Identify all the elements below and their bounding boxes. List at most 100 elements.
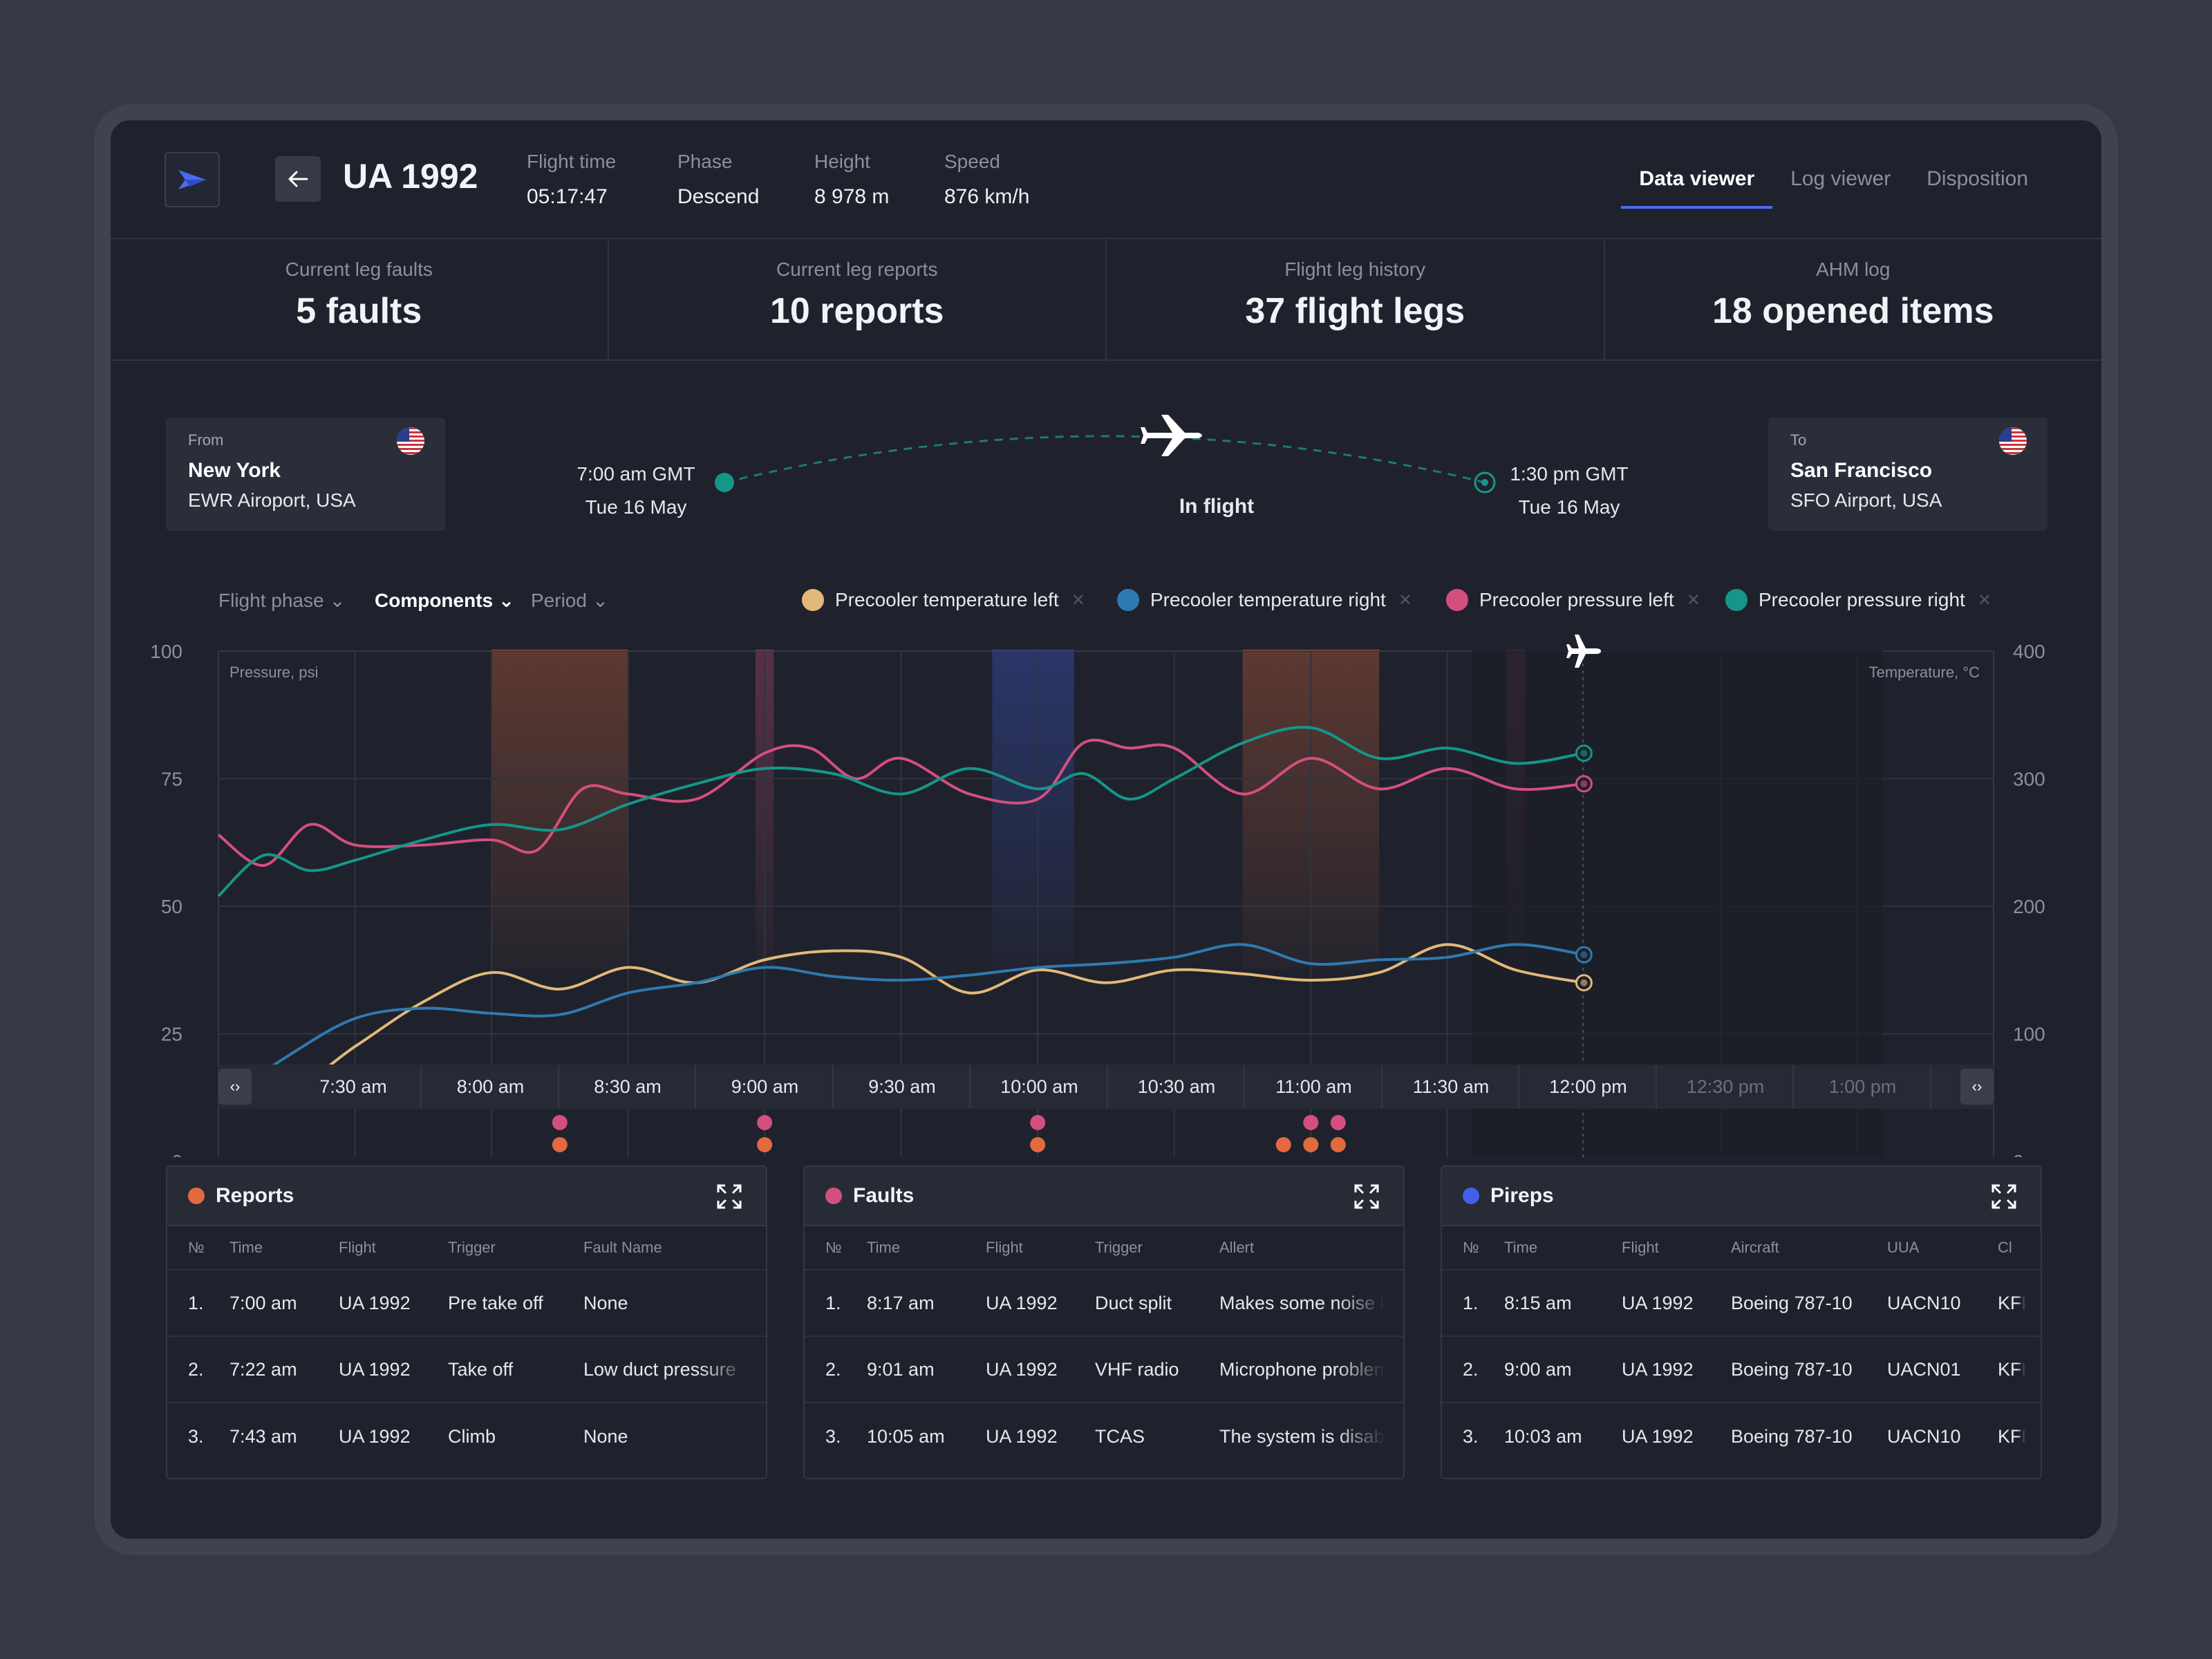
- flight-title: UA 1992: [343, 157, 478, 196]
- expand-icon[interactable]: [716, 1183, 742, 1210]
- event-marker-reports[interactable]: [1030, 1137, 1046, 1152]
- event-marker-reports[interactable]: [552, 1137, 568, 1152]
- event-marker-faults[interactable]: [552, 1115, 568, 1130]
- table-cell: 10:03 am: [1504, 1425, 1582, 1447]
- event-marker-reports[interactable]: [1275, 1137, 1291, 1152]
- table-row[interactable]: 2. 9:01 am UA 1992 VHF radio Microphone prob…: [805, 1337, 1403, 1403]
- y-axis-ticks: 100 75 50 25 0 400 300 200 100 0: [150, 641, 2045, 1157]
- table-cell: KFL: [1998, 1292, 2025, 1313]
- table-row[interactable]: 3. 10:05 am UA 1992 TCAS The system is disab…: [805, 1403, 1403, 1470]
- timeline-tick[interactable]: 8:00 am: [424, 1065, 559, 1109]
- event-marker-faults[interactable]: [757, 1115, 773, 1130]
- table-cell: UA 1992: [339, 1292, 411, 1313]
- series-endpoint-core: [1580, 780, 1588, 787]
- view-tabs: Data viewer Log viewer Disposition: [1621, 155, 2046, 209]
- table-cell: UA 1992: [986, 1358, 1058, 1380]
- filter-flight-phase[interactable]: Flight phase ⌄: [218, 589, 346, 612]
- column-header: UUA: [1887, 1239, 1920, 1256]
- series-line: [217, 738, 1584, 867]
- highlight-band: [992, 651, 1074, 969]
- tab-log-viewer[interactable]: Log viewer: [1790, 167, 1891, 190]
- table-cell: Low duct pressure: [583, 1358, 736, 1380]
- summary-ahm-log[interactable]: AHM log 18 opened items: [1605, 241, 2102, 359]
- table-cell: 7:00 am: [229, 1292, 297, 1313]
- table-cell: Climb: [448, 1425, 496, 1447]
- y-left-axis-title: Pressure, psi: [229, 664, 318, 681]
- timeline-tick[interactable]: 11:30 am: [1384, 1065, 1519, 1109]
- table-cell: UACN01: [1887, 1358, 1961, 1380]
- stat-speed: Speed 876 km/h: [944, 151, 1029, 209]
- panel-header: Pireps: [1442, 1167, 2041, 1226]
- filter-period[interactable]: Period ⌄: [531, 589, 608, 612]
- table-cell: UA 1992: [1622, 1292, 1694, 1313]
- destination-label: To: [1790, 431, 1807, 449]
- stat-value: 876 km/h: [944, 185, 1030, 208]
- sensor-chart[interactable]: Pressure, psi Temperature, °C 100 75 50 25 0…: [111, 120, 2101, 1157]
- origin-card: From New York EWR Airoport, USA: [166, 418, 445, 531]
- timeline-tick[interactable]: 1:00 pm: [1796, 1065, 1931, 1109]
- chevron-down-icon: ⌄: [329, 590, 346, 611]
- chevron-down-icon: ⌄: [498, 590, 515, 611]
- table-cell: Boeing 787-10: [1731, 1358, 1853, 1380]
- table-row[interactable]: 3. 10:03 am UA 1992 Boeing 787-10 UACN10 KFL: [1442, 1403, 2041, 1470]
- event-marker-reports[interactable]: [757, 1137, 773, 1152]
- table-row[interactable]: 2. 7:22 am UA 1992 Take off Low duct pressur…: [167, 1337, 766, 1403]
- table-cell: UA 1992: [1622, 1425, 1694, 1447]
- timeline-tick[interactable]: 12:30 pm: [1658, 1065, 1794, 1109]
- scroll-right-button[interactable]: ‹›: [1960, 1069, 1994, 1105]
- table-cell: 3.: [188, 1425, 204, 1447]
- timeline-tick[interactable]: 10:00 am: [973, 1065, 1108, 1109]
- timeline-tick[interactable]: 7:30 am: [286, 1065, 422, 1109]
- tab-disposition[interactable]: Disposition: [1927, 167, 2028, 190]
- event-marker-reports[interactable]: [1330, 1137, 1346, 1152]
- stat-value: 05:17:47: [527, 185, 608, 208]
- stat-flight-time: Flight time 05:17:47: [527, 151, 616, 209]
- table-row[interactable]: 1. 8:17 am UA 1992 Duct split Makes some noi…: [805, 1271, 1403, 1337]
- timeline-tick[interactable]: 12:00 pm: [1521, 1065, 1657, 1109]
- close-icon[interactable]: ✕: [1686, 590, 1700, 610]
- legend-temp-left[interactable]: Precooler temperature left ✕: [802, 589, 1085, 611]
- expand-icon[interactable]: [1991, 1183, 2017, 1210]
- column-header: Time: [867, 1239, 901, 1256]
- table-row[interactable]: 1. 8:15 am UA 1992 Boeing 787-10 UACN10 KFL: [1442, 1271, 2041, 1337]
- close-icon[interactable]: ✕: [1071, 590, 1085, 610]
- expand-icon[interactable]: [1353, 1183, 1380, 1210]
- scroll-left-button[interactable]: ‹›: [218, 1069, 252, 1105]
- close-icon[interactable]: ✕: [1398, 590, 1412, 610]
- y-left-tick: 100: [150, 641, 182, 662]
- summary-flight-leg-history[interactable]: Flight leg history 37 flight legs: [1107, 241, 1605, 359]
- event-marker-faults[interactable]: [1330, 1115, 1346, 1130]
- timeline-tick[interactable]: 9:30 am: [835, 1065, 971, 1109]
- event-marker-faults[interactable]: [1030, 1115, 1046, 1130]
- timeline-tick[interactable]: 8:30 am: [561, 1065, 696, 1109]
- legend-pressure-left[interactable]: Precooler pressure left ✕: [1446, 589, 1700, 611]
- table-cell: UACN10: [1887, 1425, 1961, 1447]
- timeline-tick[interactable]: 11:00 am: [1247, 1065, 1382, 1109]
- table-row[interactable]: 1. 7:00 am UA 1992 Pre take off None: [167, 1271, 766, 1337]
- app-logo[interactable]: [165, 152, 220, 207]
- event-marker-reports[interactable]: [1303, 1137, 1319, 1152]
- us-flag-icon: [1999, 427, 2027, 455]
- legend-pressure-right[interactable]: Precooler pressure right ✕: [1725, 589, 1991, 611]
- y-right-tick: 400: [2013, 641, 2045, 662]
- filter-components[interactable]: Components ⌄: [375, 589, 514, 612]
- y-right-axis-title: Temperature, °C: [1869, 664, 1980, 681]
- table-cell: VHF radio: [1095, 1358, 1179, 1380]
- summary-label: Current leg reports: [776, 259, 938, 280]
- y-right-tick: 300: [2013, 769, 2045, 790]
- legend-temp-right[interactable]: Precooler temperature right ✕: [1117, 589, 1412, 611]
- table-row[interactable]: 2. 9:00 am UA 1992 Boeing 787-10 UACN01 KFL: [1442, 1337, 2041, 1403]
- tab-data-viewer[interactable]: Data viewer: [1621, 155, 1773, 209]
- code-arrows-icon: ‹›: [229, 1078, 241, 1095]
- timeline-scrubber[interactable]: ‹› 7:30 am 8:00 am 8:30 am 9:00 am 9:30 am 10…: [218, 1065, 1994, 1109]
- summary-current-leg-reports[interactable]: Current leg reports 10 reports: [609, 241, 1107, 359]
- timeline-tick[interactable]: 10:30 am: [1109, 1065, 1245, 1109]
- back-button[interactable]: [275, 156, 321, 202]
- summary-current-leg-faults[interactable]: Current leg faults 5 faults: [111, 241, 609, 359]
- summary-value: 37 flight legs: [1245, 291, 1465, 331]
- table-row[interactable]: 3. 7:43 am UA 1992 Climb None: [167, 1403, 766, 1470]
- event-marker-faults[interactable]: [1303, 1115, 1319, 1130]
- timeline-tick[interactable]: 9:00 am: [698, 1065, 834, 1109]
- close-icon[interactable]: ✕: [1977, 590, 1991, 610]
- paper-plane-icon: [178, 170, 206, 189]
